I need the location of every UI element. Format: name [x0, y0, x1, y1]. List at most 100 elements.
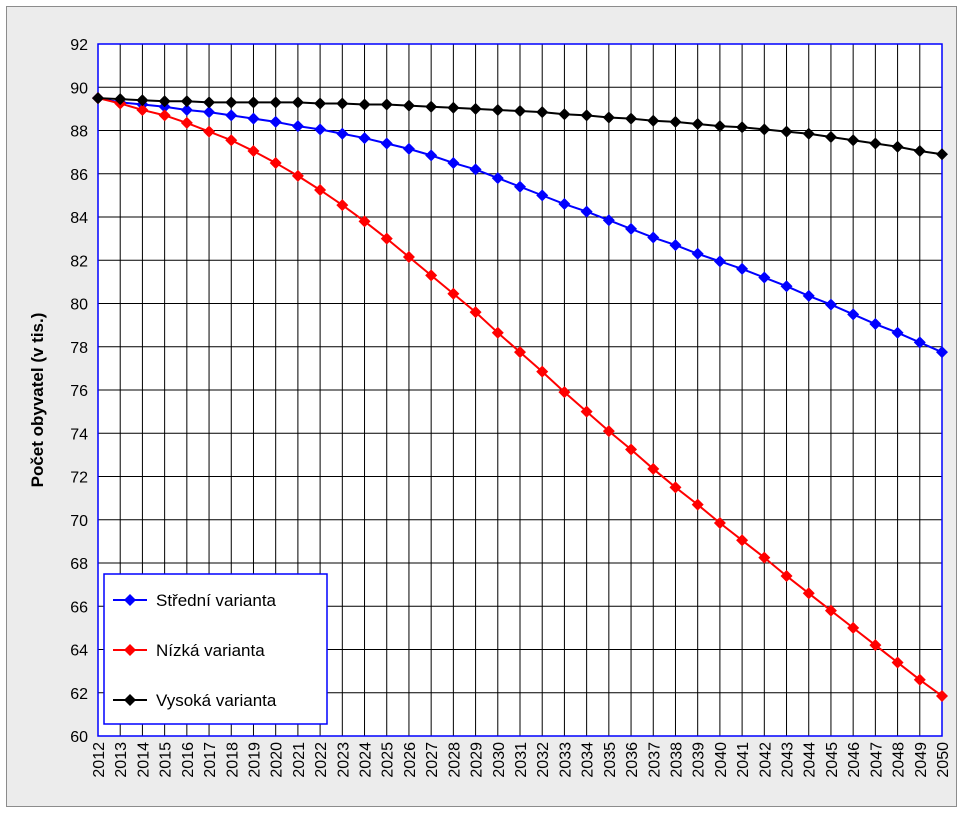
y-tick-label: 60: [70, 729, 88, 746]
x-tick-label: 2012: [91, 742, 108, 778]
data-point-n-zk-varianta: [203, 125, 216, 138]
legend-marker: [124, 644, 136, 656]
data-point-n-zk-varianta: [625, 443, 638, 456]
legend-label: Střední varianta: [156, 591, 277, 610]
data-point-vysok-varianta: [536, 106, 549, 119]
data-point-n-zk-varianta: [136, 103, 149, 116]
data-point-n-zk-varianta: [913, 673, 926, 686]
y-tick-label: 86: [70, 167, 88, 184]
data-point-st-edn-varianta: [558, 198, 571, 211]
x-tick-label: 2034: [580, 742, 597, 778]
data-point-st-edn-varianta: [269, 115, 282, 128]
y-tick-label: 76: [70, 383, 88, 400]
x-tick-label: 2046: [846, 742, 863, 778]
data-point-n-zk-varianta: [758, 551, 771, 564]
data-point-n-zk-varianta: [802, 587, 815, 600]
data-point-st-edn-varianta: [314, 123, 327, 136]
data-point-vysok-varianta: [269, 96, 282, 109]
x-tick-label: 2021: [291, 742, 308, 778]
x-tick-label: 2049: [913, 742, 930, 778]
x-tick-label: 2039: [691, 742, 708, 778]
legend-marker: [124, 594, 136, 606]
data-point-vysok-varianta: [402, 99, 415, 112]
data-point-n-zk-varianta: [158, 109, 171, 122]
data-point-vysok-varianta: [580, 109, 593, 122]
data-point-n-zk-varianta: [847, 621, 860, 634]
x-tick-label: 2029: [469, 742, 486, 778]
x-tick-label: 2019: [246, 742, 263, 778]
data-point-vysok-varianta: [625, 112, 638, 125]
x-tick-label: 2016: [180, 742, 197, 778]
y-tick-label: 62: [70, 686, 88, 703]
y-tick-label: 66: [70, 599, 88, 616]
data-point-st-edn-varianta: [913, 336, 926, 349]
data-point-n-zk-varianta: [713, 516, 726, 529]
data-point-st-edn-varianta: [891, 326, 904, 339]
x-tick-label: 2038: [668, 742, 685, 778]
x-tick-label: 2023: [335, 742, 352, 778]
x-tick-label: 2032: [535, 742, 552, 778]
data-point-st-edn-varianta: [514, 180, 526, 193]
x-tick-label: 2033: [557, 742, 574, 778]
data-point-st-edn-varianta: [847, 308, 860, 321]
data-point-vysok-varianta: [291, 96, 304, 109]
y-tick-label: 84: [70, 210, 88, 227]
x-tick-label: 2028: [446, 742, 463, 778]
data-point-n-zk-varianta: [936, 689, 948, 702]
data-point-vysok-varianta: [136, 94, 149, 107]
data-point-vysok-varianta: [691, 118, 704, 131]
x-tick-label: 2026: [402, 742, 419, 778]
data-point-st-edn-varianta: [580, 205, 593, 218]
data-point-vysok-varianta: [358, 98, 371, 111]
data-point-vysok-varianta: [758, 123, 771, 136]
plot-border: [97, 43, 943, 737]
data-point-st-edn-varianta: [669, 239, 682, 252]
y-tick-label: 72: [70, 470, 88, 487]
data-point-n-zk-varianta: [336, 199, 349, 212]
data-point-st-edn-varianta: [602, 214, 615, 227]
data-point-st-edn-varianta: [758, 271, 771, 284]
x-tick-label: 2041: [735, 742, 752, 778]
data-point-n-zk-varianta: [358, 215, 371, 228]
x-tick-label: 2031: [513, 742, 530, 778]
data-point-vysok-varianta: [824, 130, 837, 143]
data-point-st-edn-varianta: [647, 231, 660, 244]
x-tick-label: 2043: [780, 742, 797, 778]
data-point-st-edn-varianta: [203, 106, 216, 119]
data-point-st-edn-varianta: [625, 222, 638, 235]
data-point-st-edn-varianta: [824, 298, 837, 311]
data-point-vysok-varianta: [336, 97, 349, 110]
data-point-st-edn-varianta: [225, 109, 238, 122]
x-tick-label: 2014: [135, 742, 152, 778]
data-point-st-edn-varianta: [402, 142, 415, 155]
x-tick-label: 2048: [891, 742, 908, 778]
data-point-vysok-varianta: [602, 111, 615, 124]
data-point-st-edn-varianta: [936, 346, 948, 359]
x-tick-label: 2044: [802, 742, 819, 778]
y-tick-label: 74: [70, 426, 88, 443]
data-point-n-zk-varianta: [647, 462, 660, 475]
data-point-vysok-varianta: [203, 96, 216, 109]
y-tick-label: 92: [70, 37, 88, 54]
data-point-vysok-varianta: [514, 105, 526, 118]
data-point-vysok-varianta: [558, 108, 571, 121]
data-point-st-edn-varianta: [358, 132, 371, 145]
data-point-st-edn-varianta: [491, 172, 504, 185]
y-tick-label: 70: [70, 513, 88, 530]
x-tick-label: 2013: [113, 742, 130, 778]
data-point-st-edn-varianta: [380, 137, 393, 150]
x-tick-label: 2037: [646, 742, 663, 778]
data-point-n-zk-varianta: [491, 326, 504, 339]
x-tick-label: 2045: [824, 742, 841, 778]
data-point-vysok-varianta: [713, 120, 726, 133]
data-point-vysok-varianta: [736, 121, 749, 134]
data-point-vysok-varianta: [647, 114, 660, 127]
x-tick-label: 2022: [313, 742, 330, 778]
y-tick-label: 78: [70, 340, 88, 357]
data-point-st-edn-varianta: [447, 156, 460, 169]
data-point-vysok-varianta: [92, 92, 104, 105]
x-tick-label: 2025: [380, 742, 397, 778]
data-point-vysok-varianta: [469, 102, 482, 115]
data-point-vysok-varianta: [802, 127, 815, 140]
